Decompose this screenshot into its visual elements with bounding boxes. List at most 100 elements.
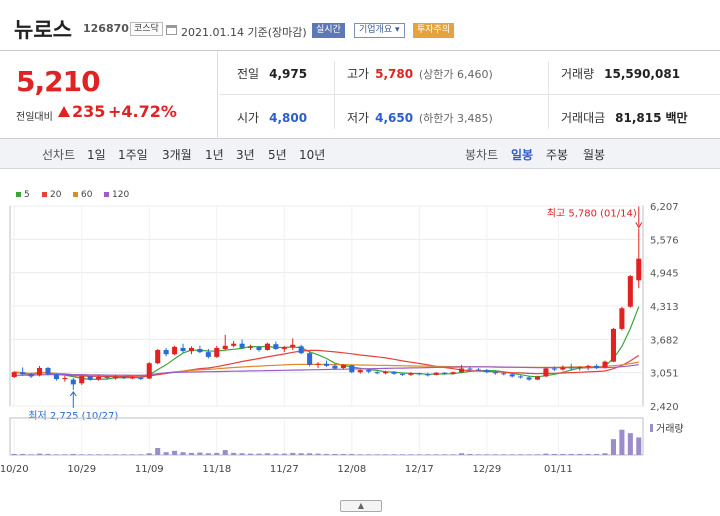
stat-unit: 백만 bbox=[665, 111, 688, 125]
candle-body bbox=[475, 369, 481, 371]
volume-bar bbox=[298, 453, 304, 455]
x-tick-label: 12/29 bbox=[472, 464, 501, 475]
stock-code: 126870 bbox=[83, 22, 129, 35]
period-10y[interactable]: 10년 bbox=[299, 148, 326, 162]
candle-body bbox=[281, 347, 287, 349]
realtime-button[interactable]: 실시간 bbox=[312, 23, 345, 38]
x-tick-label: 01/11 bbox=[544, 464, 573, 475]
stat-prev-close: 전일 4,975 bbox=[237, 65, 307, 82]
volume-bar bbox=[188, 452, 194, 455]
change-percent: +4.72% bbox=[108, 102, 177, 121]
up-arrow-icon bbox=[58, 106, 70, 117]
stat-value: 5,780 bbox=[375, 67, 414, 81]
candle-body bbox=[138, 378, 144, 380]
stat-amount: 거래대금 81,815 백만 bbox=[561, 109, 688, 126]
ma-legend-20: 20 bbox=[42, 190, 61, 200]
volume-bar bbox=[534, 454, 541, 455]
candle-body bbox=[37, 367, 43, 376]
y-tick-label: 5,576 bbox=[650, 235, 679, 246]
period-5y[interactable]: 5년 bbox=[268, 148, 287, 162]
volume-bar bbox=[172, 450, 178, 455]
candle-body bbox=[518, 376, 524, 378]
candlestick-chart[interactable]: 6,207 5,576 4,945 4,313 3,682 3,051 2,420 10/20… bbox=[0, 170, 720, 516]
legend-swatch bbox=[104, 192, 109, 197]
volume-bar bbox=[28, 454, 34, 455]
candle-body bbox=[340, 364, 346, 368]
period-3m[interactable]: 3개월 bbox=[162, 148, 192, 162]
y-tick-label: 4,945 bbox=[650, 269, 679, 280]
stat-label: 고가 bbox=[347, 67, 370, 81]
candle-body bbox=[96, 376, 102, 380]
volume-bar bbox=[70, 453, 76, 455]
candle-body bbox=[231, 343, 237, 346]
investment-warning-badge[interactable]: 투자주의 bbox=[413, 23, 455, 38]
price-stats: 전일 4,975 고가 5,780 (상한가 6,460) 거래량 15,590,08… bbox=[219, 51, 720, 138]
volume-bar bbox=[459, 453, 465, 455]
chart-scroll-handle[interactable]: ▲ bbox=[340, 500, 382, 512]
change-amount: 235 bbox=[72, 102, 106, 121]
candle-body bbox=[70, 379, 76, 385]
period-3y[interactable]: 3년 bbox=[236, 148, 255, 162]
candle-body bbox=[383, 371, 389, 374]
candle-body bbox=[450, 372, 456, 374]
legend-text: 5 bbox=[24, 190, 30, 200]
volume-bar bbox=[577, 453, 583, 455]
volume-bar bbox=[112, 454, 119, 455]
candle-body bbox=[568, 367, 574, 369]
candle-monthly-tab[interactable]: 월봉 bbox=[583, 148, 606, 162]
company-overview-dropdown[interactable]: 기업개요 ▾ bbox=[354, 23, 405, 38]
volume-bar bbox=[475, 454, 481, 455]
volume-bar bbox=[155, 447, 161, 455]
candle-body bbox=[214, 347, 220, 357]
candle-body bbox=[391, 371, 397, 374]
candle-body bbox=[112, 376, 119, 379]
candle-body bbox=[357, 370, 363, 373]
candle-body bbox=[121, 376, 127, 379]
chevron-down-icon: ▾ bbox=[395, 25, 400, 35]
period-1w[interactable]: 1주일 bbox=[118, 148, 148, 162]
volume-bar bbox=[501, 454, 507, 455]
volume-bar bbox=[273, 453, 279, 455]
volume-bar bbox=[307, 453, 313, 455]
legend-text: 120 bbox=[112, 190, 130, 200]
candle-body bbox=[205, 352, 211, 357]
stock-name: 뉴로스 bbox=[14, 18, 72, 42]
stat-low: 저가 4,650 (하한가 3,485) bbox=[347, 109, 493, 126]
volume-plot-frame bbox=[9, 417, 644, 456]
candle-body bbox=[172, 346, 178, 355]
divider bbox=[0, 138, 720, 139]
candle-body bbox=[543, 368, 549, 377]
x-tick-label: 12/08 bbox=[337, 464, 366, 475]
volume-bar bbox=[551, 453, 557, 455]
volume-bar bbox=[585, 453, 591, 455]
line-chart-label[interactable]: 선차트 bbox=[42, 148, 76, 162]
period-1d[interactable]: 1일 bbox=[87, 148, 106, 162]
candle-weekly-tab[interactable]: 주봉 bbox=[546, 148, 569, 162]
stat-volume: 거래량 15,590,081 bbox=[561, 65, 680, 82]
volume-bar bbox=[484, 454, 490, 455]
candle-body bbox=[577, 366, 583, 368]
stat-label: 거래량 bbox=[561, 67, 595, 81]
y-tick-label: 3,051 bbox=[650, 369, 679, 380]
candle-daily-tab[interactable]: 일봉 bbox=[511, 148, 534, 162]
stock-chart: 5 20 60 120 6,207 5,576 4,945 4,313 3,682 3,0… bbox=[0, 170, 720, 516]
volume-bar bbox=[391, 454, 397, 455]
candle-chart-label[interactable]: 봉차트 bbox=[465, 148, 499, 162]
volume-bar bbox=[222, 450, 228, 455]
candle-body bbox=[28, 374, 34, 377]
candle-body bbox=[62, 378, 68, 380]
volume-bar bbox=[256, 453, 262, 455]
volume-bar bbox=[383, 454, 389, 455]
volume-bar bbox=[231, 452, 237, 455]
period-1y[interactable]: 1년 bbox=[205, 148, 224, 162]
volume-bar bbox=[602, 453, 608, 455]
candle-body bbox=[323, 363, 330, 366]
high-arrow-head bbox=[635, 222, 643, 229]
volume-bar bbox=[610, 439, 616, 455]
volume-bar bbox=[62, 454, 68, 455]
volume-bar bbox=[121, 454, 127, 455]
candle-body bbox=[459, 368, 465, 373]
candle-body bbox=[627, 276, 633, 307]
stat-label: 전일 bbox=[237, 67, 260, 81]
ma-line-20 bbox=[14, 349, 640, 378]
